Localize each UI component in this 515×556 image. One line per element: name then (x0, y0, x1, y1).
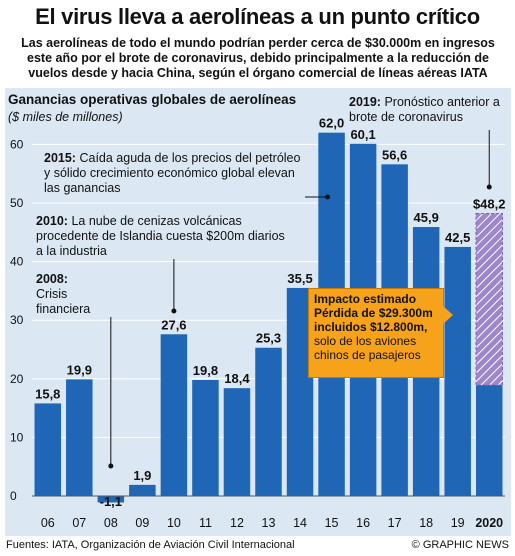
annotation-2008-year: 2008: (36, 272, 68, 286)
annotation-2019-year: 2019: (349, 95, 381, 109)
annotation-2019-text: Pronóstico anterior a brote de coronavir… (349, 95, 500, 124)
leader-2015-dot (325, 194, 331, 200)
value-label: 45,9 (414, 210, 439, 225)
annotation-2010-text: La nube de cenizas volcánicas procedente… (36, 214, 285, 258)
bar (192, 379, 219, 496)
value-label: 19,9 (67, 362, 92, 377)
x-tick-label: 10 (167, 516, 181, 530)
annotation-2008: 2008: Crisis financiera (34, 272, 118, 317)
value-label: 56,6 (382, 147, 407, 162)
bar-2020-estimated (475, 385, 503, 496)
bar (97, 496, 125, 503)
leader-2008-dot (108, 463, 114, 469)
x-tick-label: 09 (135, 516, 149, 530)
value-label: 42,5 (445, 230, 470, 245)
footer-sources: Fuentes: IATA, Organización de Aviación … (6, 539, 295, 551)
chart-unit-label: ($ miles de millones) (8, 110, 123, 124)
bar (444, 246, 471, 496)
impact-title: Impacto estimado (314, 292, 417, 306)
chart-title: Ganancias operativas globales de aerolín… (8, 92, 297, 107)
x-tick-label: 18 (419, 516, 433, 530)
value-label: 18,4 (224, 371, 250, 386)
page-title: El virus lleva a aerolíneas a un punto c… (35, 4, 480, 29)
value-label: 19,8 (193, 363, 218, 378)
x-tick-label: 08 (104, 516, 118, 530)
x-tick-label: 17 (388, 516, 402, 530)
annotation-2010-year: 2010: (36, 214, 68, 228)
x-tick-label: 14 (293, 516, 307, 530)
y-tick-label: 10 (10, 430, 24, 444)
y-tick-label: 20 (10, 372, 24, 386)
bar (129, 484, 156, 496)
value-label: $48,2 (473, 197, 506, 212)
footer-brand: © GRAPHIC NEWS (411, 539, 509, 551)
annotation-2010: 2010: La nube de cenizas volcánicas proc… (34, 214, 288, 259)
impact-loss-text: Pérdida de $29.300m incluidos $12.800m, (314, 306, 433, 334)
annotation-2015-text: Caída aguda de los precios del petróleo … (44, 151, 301, 195)
page-subtitle: Las aerolíneas de todo el mundo podrían … (21, 36, 495, 80)
y-tick-label: 50 (10, 196, 24, 210)
bar (66, 379, 93, 496)
impact-callout: Impacto estimado Pérdida de $29.300m inc… (308, 288, 444, 378)
value-label: -1,1 (100, 494, 122, 509)
value-label: 62,0 (319, 116, 344, 131)
leader-2010-dot (171, 308, 177, 314)
y-tick-label: 30 (10, 313, 24, 327)
y-tick-label: 40 (10, 255, 24, 269)
impact-china-text: solo de los aviones chinos de pasajeros (314, 334, 421, 362)
value-label: 35,5 (287, 271, 312, 286)
x-tick-label: 13 (262, 516, 276, 530)
x-tick-label: 11 (199, 516, 212, 530)
x-tick-label: 12 (230, 516, 244, 530)
value-label: 27,6 (161, 317, 186, 332)
value-label: 25,3 (256, 331, 281, 346)
x-tick-label: 07 (72, 516, 86, 530)
x-tick-label: 16 (356, 516, 370, 530)
y-tick-label: 60 (10, 137, 24, 151)
bar (255, 347, 282, 496)
x-tick-label: 15 (325, 516, 339, 530)
annotation-2015: 2015: Caída aguda de los precios del pet… (42, 151, 311, 196)
bar-2020-projected-loss (475, 213, 503, 386)
x-tick-label: 06 (41, 516, 55, 530)
value-label: 60,1 (350, 127, 375, 142)
x-tick-label: 19 (451, 516, 465, 530)
y-tick-label: 0 (10, 489, 17, 503)
value-label: 1,9 (133, 468, 151, 483)
bar (223, 388, 251, 496)
bar (160, 334, 188, 496)
annotation-2019: 2019: Pronóstico anterior a brote de cor… (347, 95, 511, 125)
leader-2019-dot (486, 184, 492, 190)
bar (34, 403, 62, 496)
impact-arrow-icon (443, 306, 453, 324)
annotation-2008-text: Crisis financiera (36, 287, 91, 316)
x-tick-label: 2020 (475, 516, 503, 530)
annotation-2015-year: 2015: (44, 151, 76, 165)
value-label: 15,8 (35, 386, 60, 401)
